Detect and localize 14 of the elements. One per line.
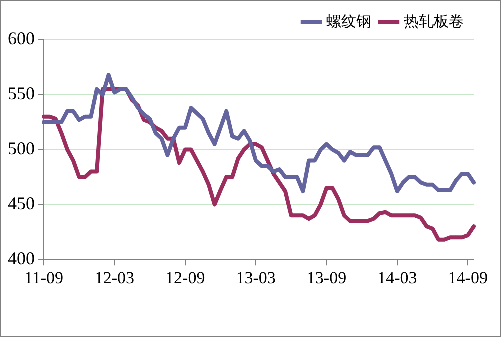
- y-tick-label: 600: [8, 28, 35, 49]
- y-tick-label: 450: [8, 193, 35, 214]
- x-tick-label: 12-03: [94, 268, 135, 288]
- x-tick-label: 14-09: [448, 268, 488, 288]
- x-tick-label: 13-09: [306, 268, 347, 288]
- x-tick-label: 11-09: [24, 268, 64, 288]
- x-tick-label: 12-09: [166, 268, 206, 288]
- legend-label: 螺纹钢: [326, 12, 372, 30]
- x-tick-label: 13-03: [236, 268, 276, 288]
- x-tick-label: 14-03: [378, 268, 418, 288]
- y-tick-label: 500: [8, 138, 35, 159]
- y-tick-label: 400: [8, 248, 35, 268]
- legend-label: 热轧板卷: [404, 12, 464, 30]
- y-tick-label: 550: [8, 84, 35, 104]
